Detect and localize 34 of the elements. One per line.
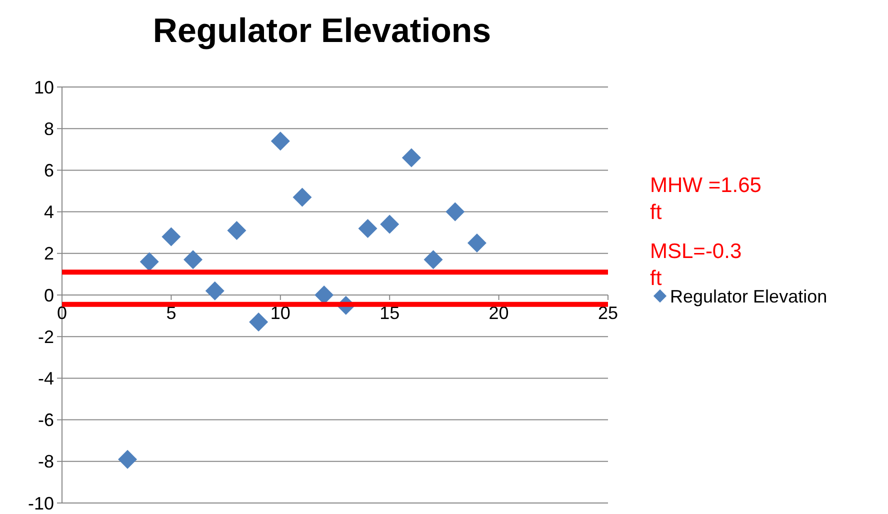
chart-title: Regulator Elevations — [152, 12, 492, 50]
point — [402, 148, 421, 168]
x-tick-label: 10 — [270, 303, 290, 323]
point — [292, 188, 312, 207]
point — [249, 312, 268, 332]
point — [140, 252, 159, 272]
x-tick-label: 0 — [56, 303, 68, 323]
point — [467, 234, 486, 252]
point — [227, 221, 246, 240]
point — [162, 227, 181, 246]
x-tick-label: 15 — [380, 303, 400, 323]
y-tick-label: 8 — [44, 118, 54, 139]
point — [270, 132, 290, 151]
y-tick-label: -6 — [38, 410, 54, 430]
point — [358, 218, 378, 238]
y-tick-label: 0 — [44, 285, 54, 306]
y-tick-label: -2 — [38, 326, 54, 347]
y-tick-label: -10 — [28, 493, 54, 514]
x-tick-label: 25 — [598, 303, 618, 323]
y-tick-label: 6 — [44, 160, 54, 180]
point — [118, 450, 138, 469]
x-tick-label: 5 — [166, 303, 176, 323]
y-tick-label: -4 — [38, 368, 54, 388]
x-tick-label: 20 — [488, 303, 509, 323]
point — [380, 214, 400, 234]
point — [446, 202, 465, 222]
y-tick-label: -8 — [38, 452, 54, 472]
point — [184, 250, 203, 270]
y-tick-label: 10 — [34, 77, 54, 98]
y-tick-label: 4 — [44, 202, 54, 222]
point — [205, 281, 224, 300]
y-tick-label: 2 — [44, 244, 54, 264]
point — [424, 250, 443, 270]
text: MHW =1.65 ft — [650, 174, 762, 224]
